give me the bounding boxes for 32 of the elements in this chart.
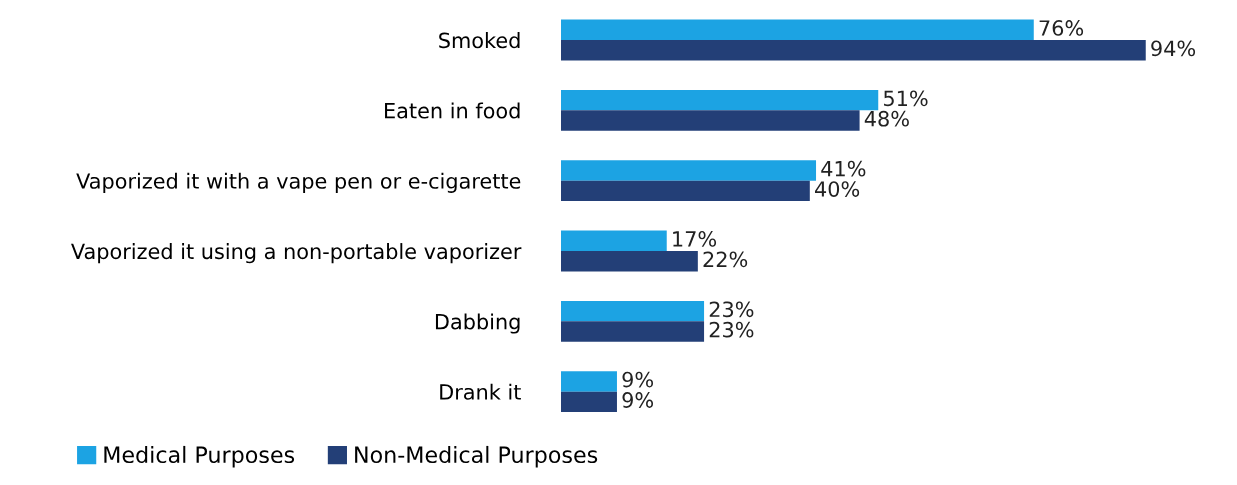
data-label: 51% bbox=[884, 90, 928, 107]
y-tick-label: Dabbing bbox=[435, 313, 520, 334]
data-label: 40% bbox=[815, 181, 860, 197]
data-label: 23% bbox=[709, 301, 754, 318]
data-label: 9% bbox=[622, 371, 654, 388]
bar bbox=[560, 230, 667, 251]
bar bbox=[560, 371, 617, 392]
y-tick-label: Smoked bbox=[439, 32, 520, 49]
bar bbox=[560, 89, 879, 111]
data-label: 17% bbox=[673, 231, 717, 247]
y-tick-label: Eaten in food bbox=[385, 102, 520, 119]
data-label: 23% bbox=[709, 321, 754, 338]
bar bbox=[560, 180, 810, 202]
data-label: 22% bbox=[703, 251, 748, 268]
y-tick-label: Vaporized it using a non-portable vaporizer bbox=[71, 243, 522, 264]
bar bbox=[560, 300, 705, 322]
y-tick-label: Drank it bbox=[440, 383, 521, 400]
bar bbox=[560, 110, 860, 131]
data-label: 9% bbox=[622, 392, 654, 408]
bar bbox=[560, 40, 1146, 61]
bar bbox=[560, 391, 617, 413]
bar bbox=[560, 321, 705, 342]
data-label: 41% bbox=[821, 160, 866, 177]
legend-label: Medical Purposes bbox=[104, 445, 295, 468]
legend-label: Non-Medical Purposes bbox=[355, 445, 598, 468]
data-label: 48% bbox=[864, 110, 909, 127]
data-label: 94% bbox=[1151, 40, 1196, 57]
y-tick-label: Vaporized it with a vape pen or e-cigarette bbox=[76, 172, 521, 193]
bar bbox=[560, 160, 817, 181]
bar bbox=[560, 19, 1034, 41]
data-label: 76% bbox=[1039, 20, 1084, 36]
bar bbox=[560, 250, 698, 272]
